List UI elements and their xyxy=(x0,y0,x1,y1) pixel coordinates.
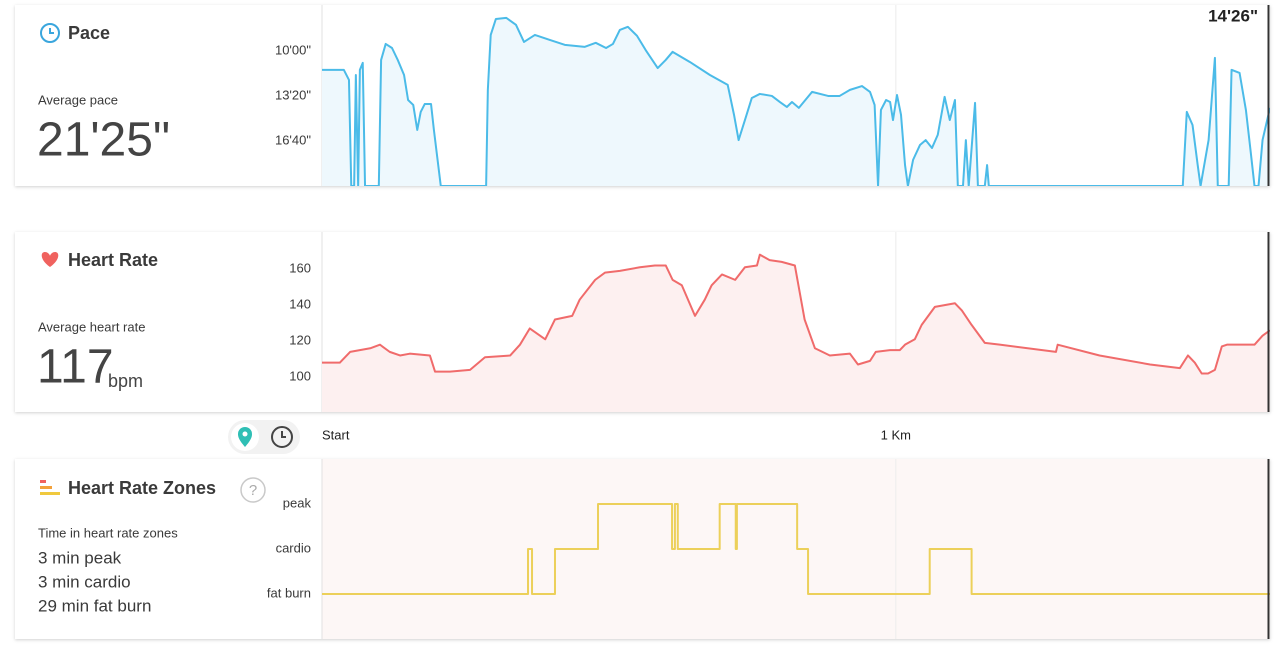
help-icon[interactable]: ? xyxy=(240,477,266,503)
x-tick-label: Start xyxy=(322,427,350,442)
summary-label: Time in heart rate zones xyxy=(38,525,178,540)
summary-label: Average heart rate xyxy=(38,319,145,334)
panel-title: Pace xyxy=(68,23,110,43)
y-tick-label: 160 xyxy=(289,261,311,276)
cursor-value: 14'26" xyxy=(1208,6,1258,25)
y-tick-label: 10'00" xyxy=(275,42,311,57)
y-tick-label: peak xyxy=(283,495,312,510)
y-tick-label: 120 xyxy=(289,333,311,348)
summary-line: 3 min cardio xyxy=(38,572,131,591)
panel-title: Heart Rate xyxy=(68,250,158,270)
help-mark[interactable]: ? xyxy=(249,482,257,499)
area xyxy=(322,254,1270,412)
view-toggle[interactable] xyxy=(228,420,300,454)
zone-line xyxy=(322,503,1270,595)
summary-value: 117 xyxy=(37,341,114,394)
summary-unit: bpm xyxy=(108,371,143,391)
x-tick-label: 1 Km xyxy=(881,427,911,442)
pace-icon xyxy=(40,23,60,43)
plot xyxy=(322,16,1270,186)
summary-line: 3 min peak xyxy=(38,548,122,567)
y-tick-label: 100 xyxy=(289,369,311,384)
y-tick-label: 140 xyxy=(289,297,311,312)
summary-label: Average pace xyxy=(38,92,118,107)
y-tick-label: cardio xyxy=(276,540,311,555)
zones-icon xyxy=(40,480,60,495)
area xyxy=(322,17,1270,186)
summary-line: 29 min fat burn xyxy=(38,596,151,615)
y-tick-label: 16'40" xyxy=(275,132,311,147)
y-tick-label: 13'20" xyxy=(275,87,311,102)
panel-title: Heart Rate Zones xyxy=(68,478,216,498)
zones-plot-background xyxy=(322,459,1270,639)
heart-icon xyxy=(41,252,59,267)
summary-value: 21'25" xyxy=(37,114,170,167)
series-line xyxy=(322,16,1270,186)
plot xyxy=(322,503,1270,595)
series-line xyxy=(322,253,1270,375)
time-view-button[interactable] xyxy=(271,426,293,448)
y-tick-label: fat burn xyxy=(267,585,311,600)
plot xyxy=(322,253,1270,412)
